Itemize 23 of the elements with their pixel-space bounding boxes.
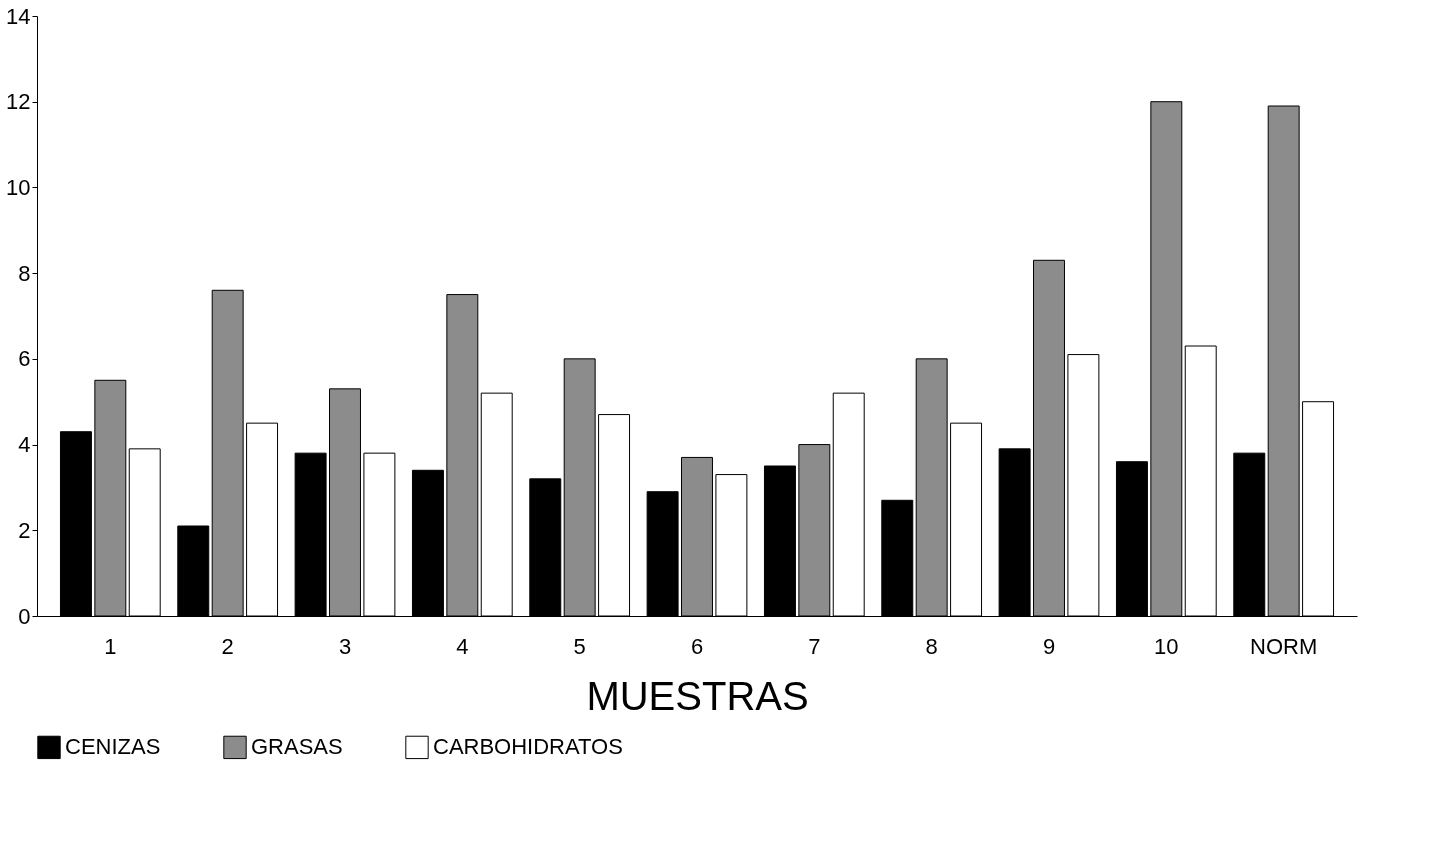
x-tick-label: 7 [808,633,821,659]
x-tick-label: 3 [338,633,352,659]
y-tick-label: 12 [6,89,31,115]
y-tick-label: 2 [18,517,31,543]
x-tick-label: 10 [1154,633,1179,659]
x-tick-label: 8 [925,633,938,659]
x-tick-label: NORM [1250,633,1318,659]
x-tick-label: 9 [1042,633,1056,659]
y-tick-label: 0 [18,603,31,629]
x-tick-label: 1 [104,633,117,659]
y-tick-label: 8 [18,260,31,286]
y-tick-label: 14 [6,3,31,29]
x-tick-label: 6 [690,633,704,659]
legend-label: GRASAS [251,734,343,760]
x-tick-label: 5 [573,633,586,659]
legend-label: CENIZAS [65,734,161,760]
y-tick-label: 6 [18,346,31,372]
x-tick-label: 2 [221,633,234,659]
x-tick-label: 4 [456,633,469,659]
y-tick-label: 10 [6,174,31,200]
y-tick-label: 4 [18,432,31,458]
x-axis-title: MUESTRAS [586,673,809,718]
legend-label: CARBOHIDRATOS [433,734,623,760]
